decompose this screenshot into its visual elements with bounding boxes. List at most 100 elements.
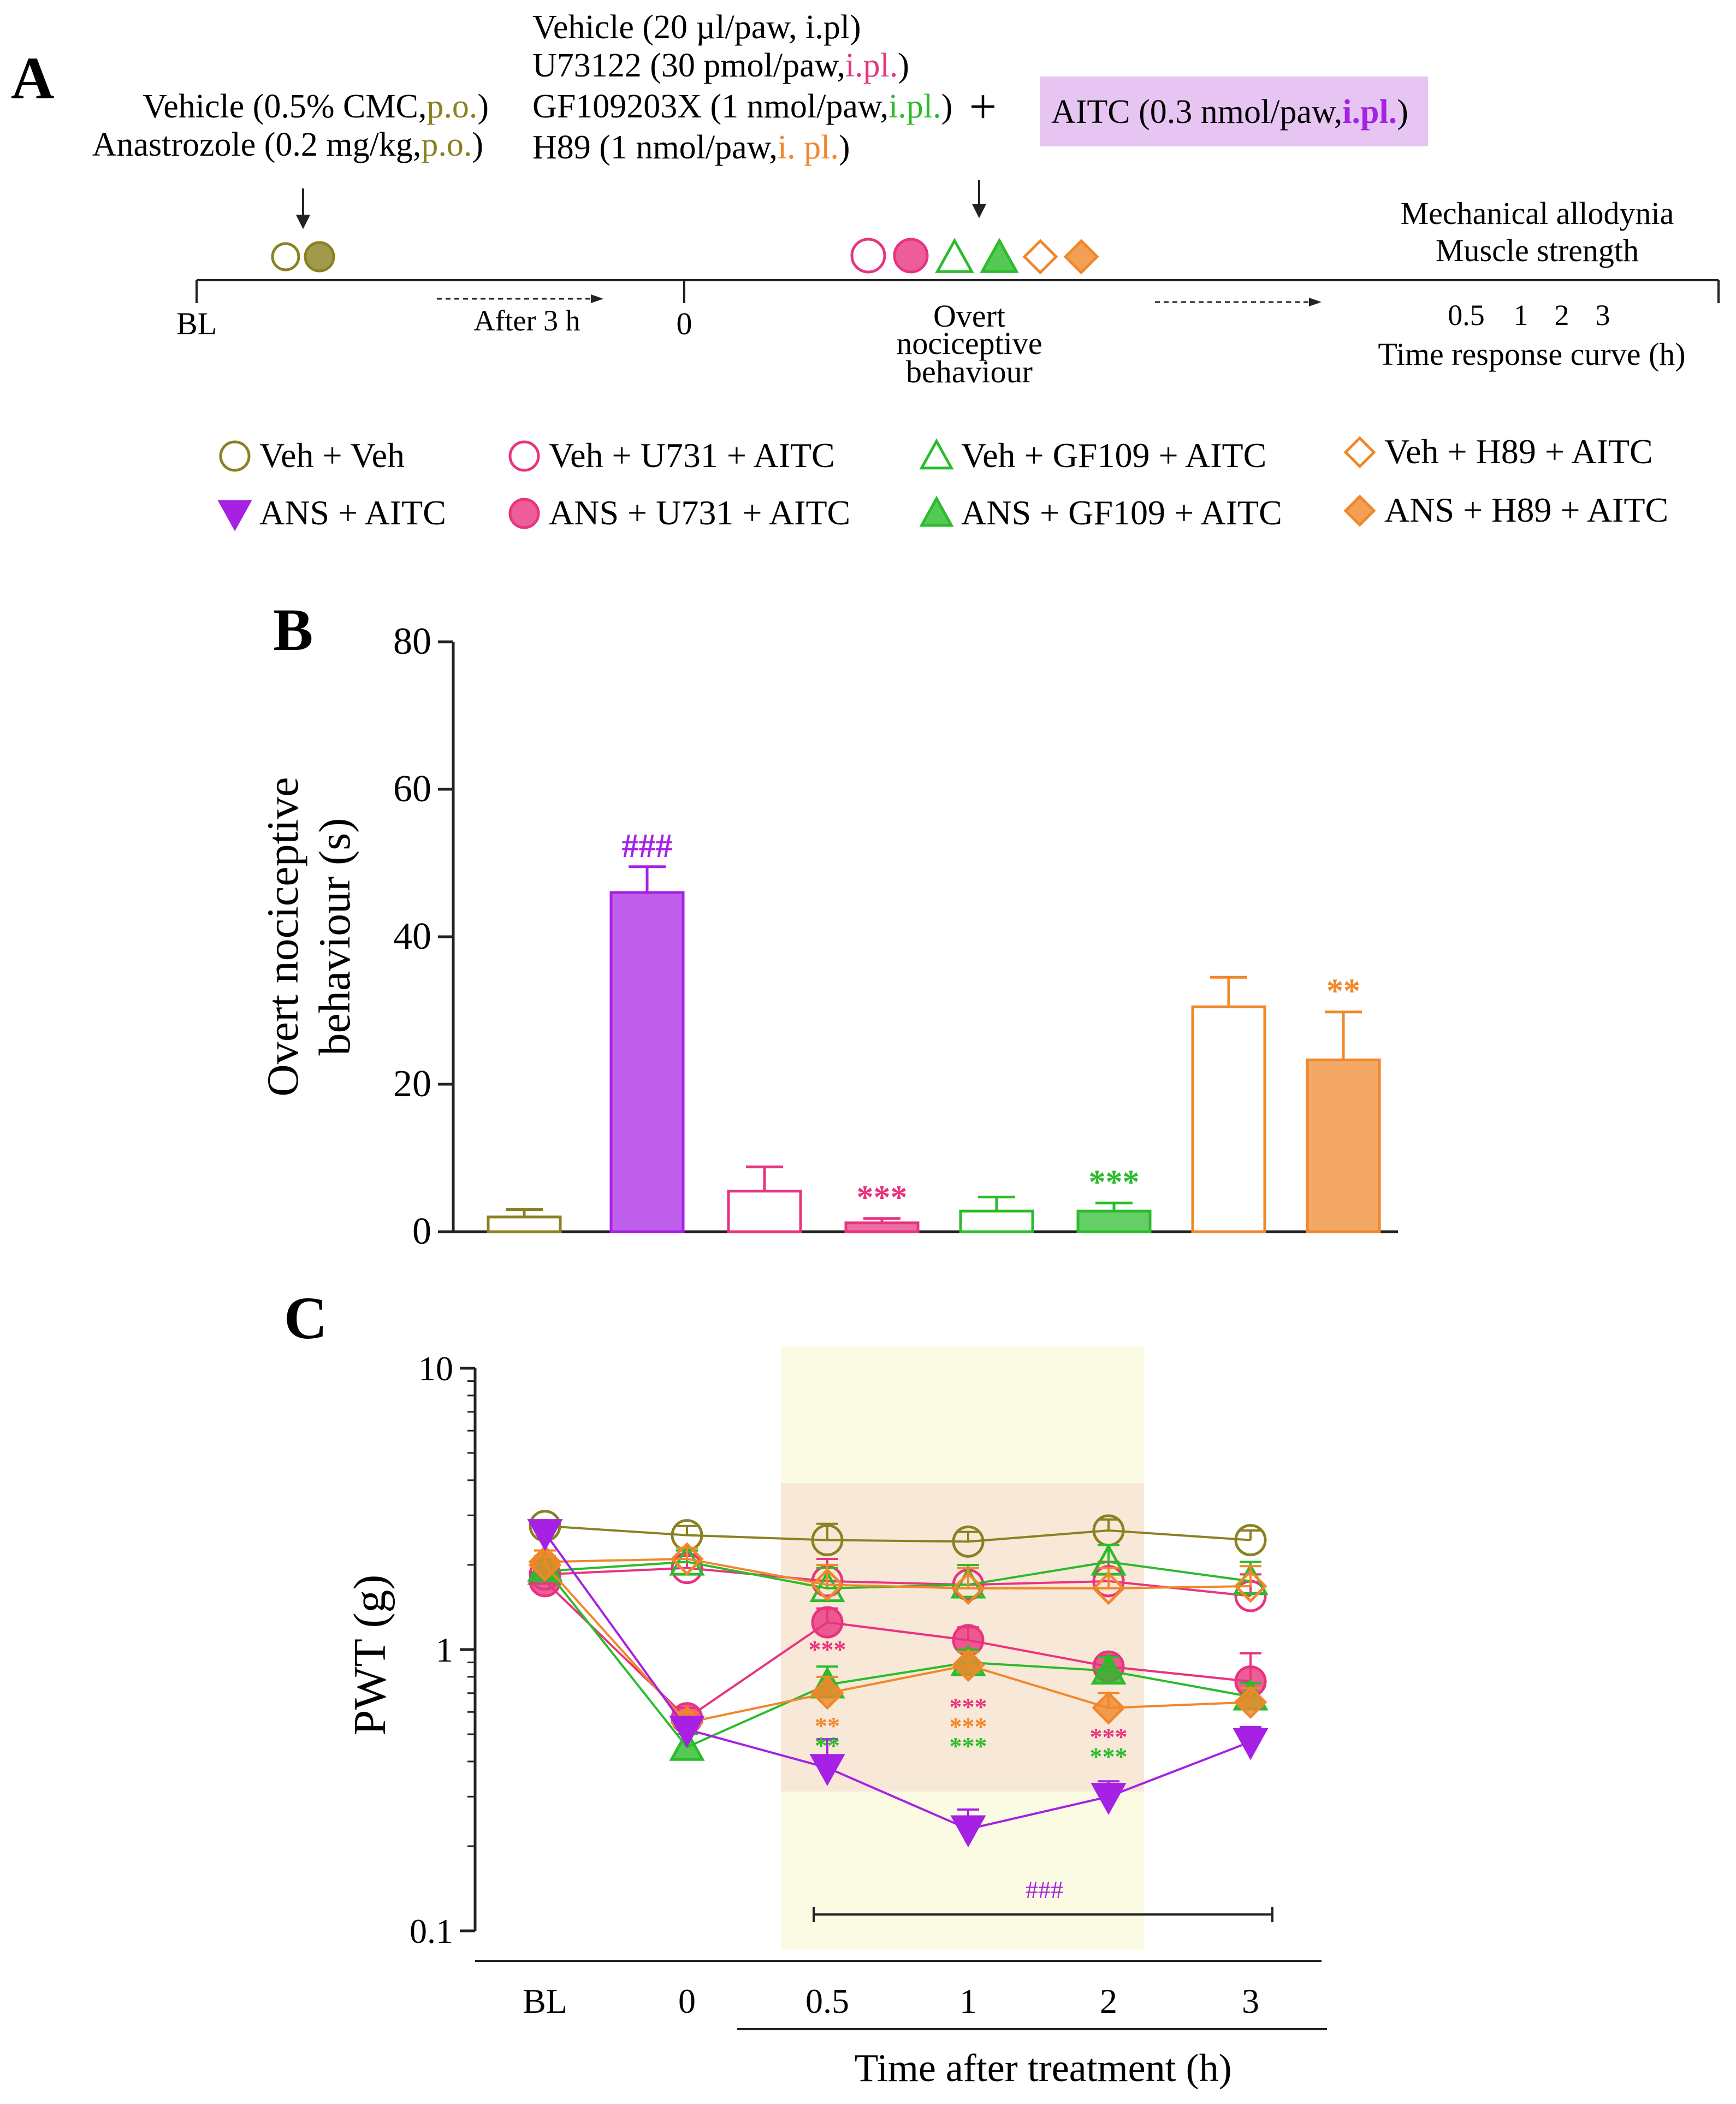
data-point — [953, 1527, 983, 1556]
data-point — [1235, 1729, 1266, 1757]
timeline-curve: Time response curve (h) — [1378, 336, 1685, 372]
timeline-time-0: 0.5 — [1448, 299, 1485, 332]
significance-label: *** — [1090, 1742, 1128, 1770]
significance-label: ** — [1326, 973, 1360, 1010]
legend-item: ANS + U731 + AITC — [510, 493, 850, 532]
marker-ans-gf109 — [982, 241, 1017, 272]
right-treatments: Vehicle (20 µl/paw, i.pl) U73122 (30 pmo… — [532, 9, 952, 166]
timeline-after: After 3 h — [474, 304, 580, 337]
significance-label: *** — [857, 1179, 908, 1216]
panel-a-label: A — [11, 45, 54, 111]
legend-label: Veh + H89 + AITC — [1384, 432, 1653, 471]
panel-b-label: B — [273, 596, 313, 663]
y-tick-label: 60 — [393, 768, 431, 810]
bracket-label: ### — [1026, 1876, 1063, 1904]
x-tick-label: 2 — [1100, 1982, 1117, 2020]
figure: A Vehicle (0.5% CMC,p.o.) Anastrozole (0… — [0, 0, 1736, 2104]
y-tick-label: 10 — [418, 1349, 453, 1388]
legend-label: Veh + Veh — [259, 436, 405, 475]
right-treatment-vehicle: Vehicle (20 µl/paw, i.pl) — [532, 9, 861, 46]
y-tick-label: 0.1 — [410, 1912, 453, 1951]
timeline-zero: 0 — [677, 306, 692, 341]
right-treatment-gf109203x: GF109203X (1 nmol/paw,i.pl.) — [532, 88, 952, 125]
timeline-markers — [272, 239, 1097, 273]
marker-veh-u731 — [852, 239, 885, 272]
marker-ans-u731 — [894, 239, 927, 272]
x-tick-label: 3 — [1242, 1982, 1259, 2020]
legend-veh-circle-icon — [221, 442, 249, 470]
y-axis-label: Overt nociceptivebehaviour (s) — [258, 777, 359, 1096]
legend-item: Veh + H89 + AITC — [1346, 432, 1653, 471]
legend-item: ANS + H89 + AITC — [1346, 490, 1668, 529]
left-treatments: Vehicle (0.5% CMC,p.o.) Anastrozole (0.2… — [92, 88, 489, 163]
legend-label: ANS + GF109 + AITC — [961, 493, 1282, 532]
bar — [611, 893, 683, 1232]
marker-ans — [305, 243, 334, 271]
legend-h89-diamond-icon — [1346, 497, 1374, 525]
y-tick-label: 0 — [412, 1210, 431, 1252]
bar — [728, 1191, 801, 1232]
significance-label: *** — [950, 1732, 987, 1760]
y-axis-label: PWT (g) — [345, 1575, 395, 1736]
legend-ans-tri-down-icon — [220, 501, 250, 528]
y-axis-label-line: behaviour (s) — [310, 818, 359, 1056]
legend-label: Veh + U731 + AITC — [549, 436, 835, 475]
significance-label: *** — [809, 1635, 846, 1663]
legend: Veh + Veh ANS + AITC Veh + U731 + AITC ANS … — [220, 432, 1669, 532]
legend-item: ANS + AITC — [220, 493, 446, 532]
legend-item: Veh + GF109 + AITC — [922, 436, 1267, 475]
timeline-bl: BL — [176, 306, 217, 341]
marker-ans-h89 — [1065, 241, 1097, 273]
y-tick-label: 1 — [436, 1630, 453, 1669]
bar — [488, 1217, 560, 1232]
panel-a: A Vehicle (0.5% CMC,p.o.) Anastrozole (0… — [11, 9, 1719, 389]
aitc-label: AITC (0.3 nmol/paw,i.pl.) — [1051, 93, 1408, 131]
dashed-arrows — [437, 299, 1311, 302]
significance-label: ### — [622, 828, 673, 865]
bar — [846, 1223, 918, 1232]
data-point — [1236, 1526, 1265, 1555]
marker-veh-h89 — [1024, 241, 1056, 273]
timeline-overt-3: behaviour — [906, 354, 1033, 389]
significance-label: ** — [815, 1731, 840, 1759]
bar — [1307, 1060, 1379, 1232]
timeline-time-3: 3 — [1596, 299, 1610, 332]
x-tick-label: 0 — [678, 1982, 696, 2020]
x-tick-label: 0.5 — [805, 1982, 849, 2020]
legend-u731-circle-icon — [510, 499, 538, 528]
legend-label: ANS + U731 + AITC — [549, 493, 850, 532]
marker-veh-gf109 — [938, 241, 972, 272]
panel-c-label: C — [284, 1285, 327, 1351]
dose-arrows — [298, 180, 985, 227]
marker-veh-veh — [272, 244, 299, 270]
bar — [961, 1211, 1033, 1232]
timeline-end-2: Muscle strength — [1436, 233, 1639, 268]
left-treatment-anastrozole: Anastrozole (0.2 mg/kg,p.o.) — [92, 126, 483, 163]
legend-item: Veh + U731 + AITC — [510, 436, 835, 475]
y-tick-label: 40 — [393, 915, 431, 958]
left-treatment-vehicle: Vehicle (0.5% CMC,p.o.) — [143, 88, 489, 125]
timeline-time-1: 1 — [1514, 299, 1528, 332]
data-point — [813, 1607, 842, 1637]
y-tick-label: 20 — [393, 1063, 431, 1105]
plus-sign: + — [969, 80, 997, 134]
legend-label: ANS + H89 + AITC — [1384, 490, 1668, 529]
legend-label: ANS + AITC — [259, 493, 446, 532]
legend-h89-diamond-icon — [1346, 438, 1374, 466]
timeline-end-1: Mechanical allodynia — [1401, 196, 1674, 231]
legend-u731-circle-icon — [510, 442, 538, 470]
x-axis-label: Time after treatment (h) — [854, 2046, 1231, 2090]
significance-label: *** — [1089, 1163, 1140, 1201]
bar — [1078, 1211, 1150, 1232]
y-axis-label-line: Overt nociceptive — [258, 777, 307, 1096]
timeline-time-2: 2 — [1555, 299, 1569, 332]
legend-label: Veh + GF109 + AITC — [961, 436, 1266, 475]
data-point — [813, 1526, 842, 1555]
data-point — [672, 1717, 703, 1745]
y-tick-label: 80 — [393, 620, 431, 663]
legend-gf109-tri-up-icon — [922, 499, 952, 525]
x-tick-label: 1 — [959, 1982, 977, 2020]
legend-gf109-tri-up-icon — [922, 441, 952, 468]
chart-b: 0 20 40 60 80 Overt nociceptivebehaviour (s) #… — [258, 620, 1398, 1252]
right-treatment-h89: H89 (1 nmol/paw,i. pl.) — [532, 129, 850, 166]
